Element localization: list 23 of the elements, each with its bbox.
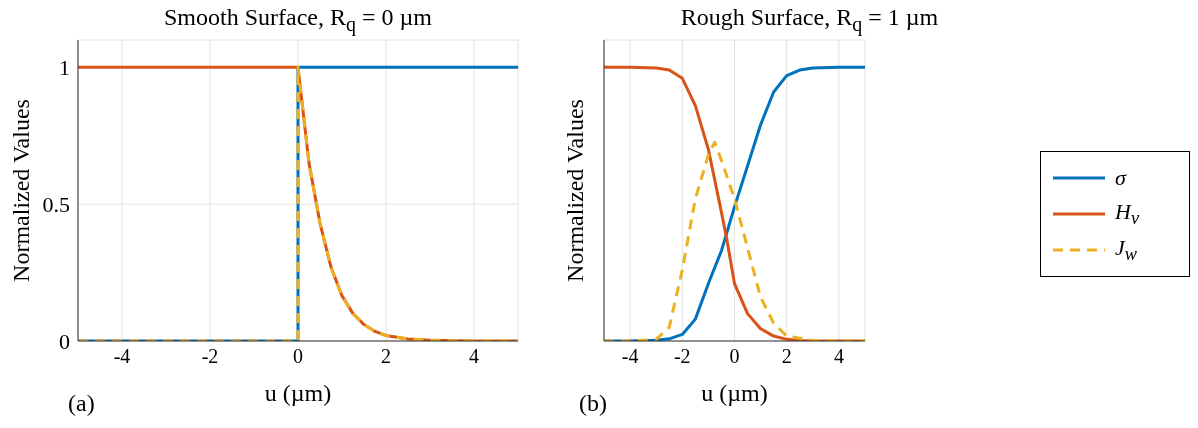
chart-title: Rough Surface, R$_{q}$ = 1 µm xyxy=(679,4,940,36)
legend-label: H$_{v}$ xyxy=(1115,198,1140,230)
legend-label: J$_{w}$ xyxy=(1115,234,1137,266)
y-axis-title: Normalized Values xyxy=(7,99,34,282)
x-tick-label: 4 xyxy=(469,345,479,368)
x-tick-label: -4 xyxy=(113,345,131,368)
x-tick-label: -2 xyxy=(201,345,219,368)
x-axis-title: u (µm) xyxy=(264,380,332,406)
text: (a) xyxy=(68,390,95,417)
y-tick-label: 1 xyxy=(59,55,70,81)
x-tick-label: 2 xyxy=(781,345,792,368)
text: (b) xyxy=(579,390,607,417)
x-axis-title: u (µm) xyxy=(701,380,768,406)
y-axis-title: Normalized Values xyxy=(561,99,588,282)
y-tick-label: 0.5 xyxy=(42,191,70,217)
x-tick-label: 2 xyxy=(381,345,391,368)
x-tick-label: -2 xyxy=(673,345,691,368)
legend-label: σ xyxy=(1115,165,1126,191)
x-tick-label: 0 xyxy=(293,345,303,368)
x-tick-label: -4 xyxy=(621,345,639,368)
x-tick-label: 0 xyxy=(729,345,740,368)
chart-title: Smooth Surface, R$_{q}$ = 0 µm xyxy=(163,4,433,36)
x-tick-label: 4 xyxy=(833,345,844,368)
